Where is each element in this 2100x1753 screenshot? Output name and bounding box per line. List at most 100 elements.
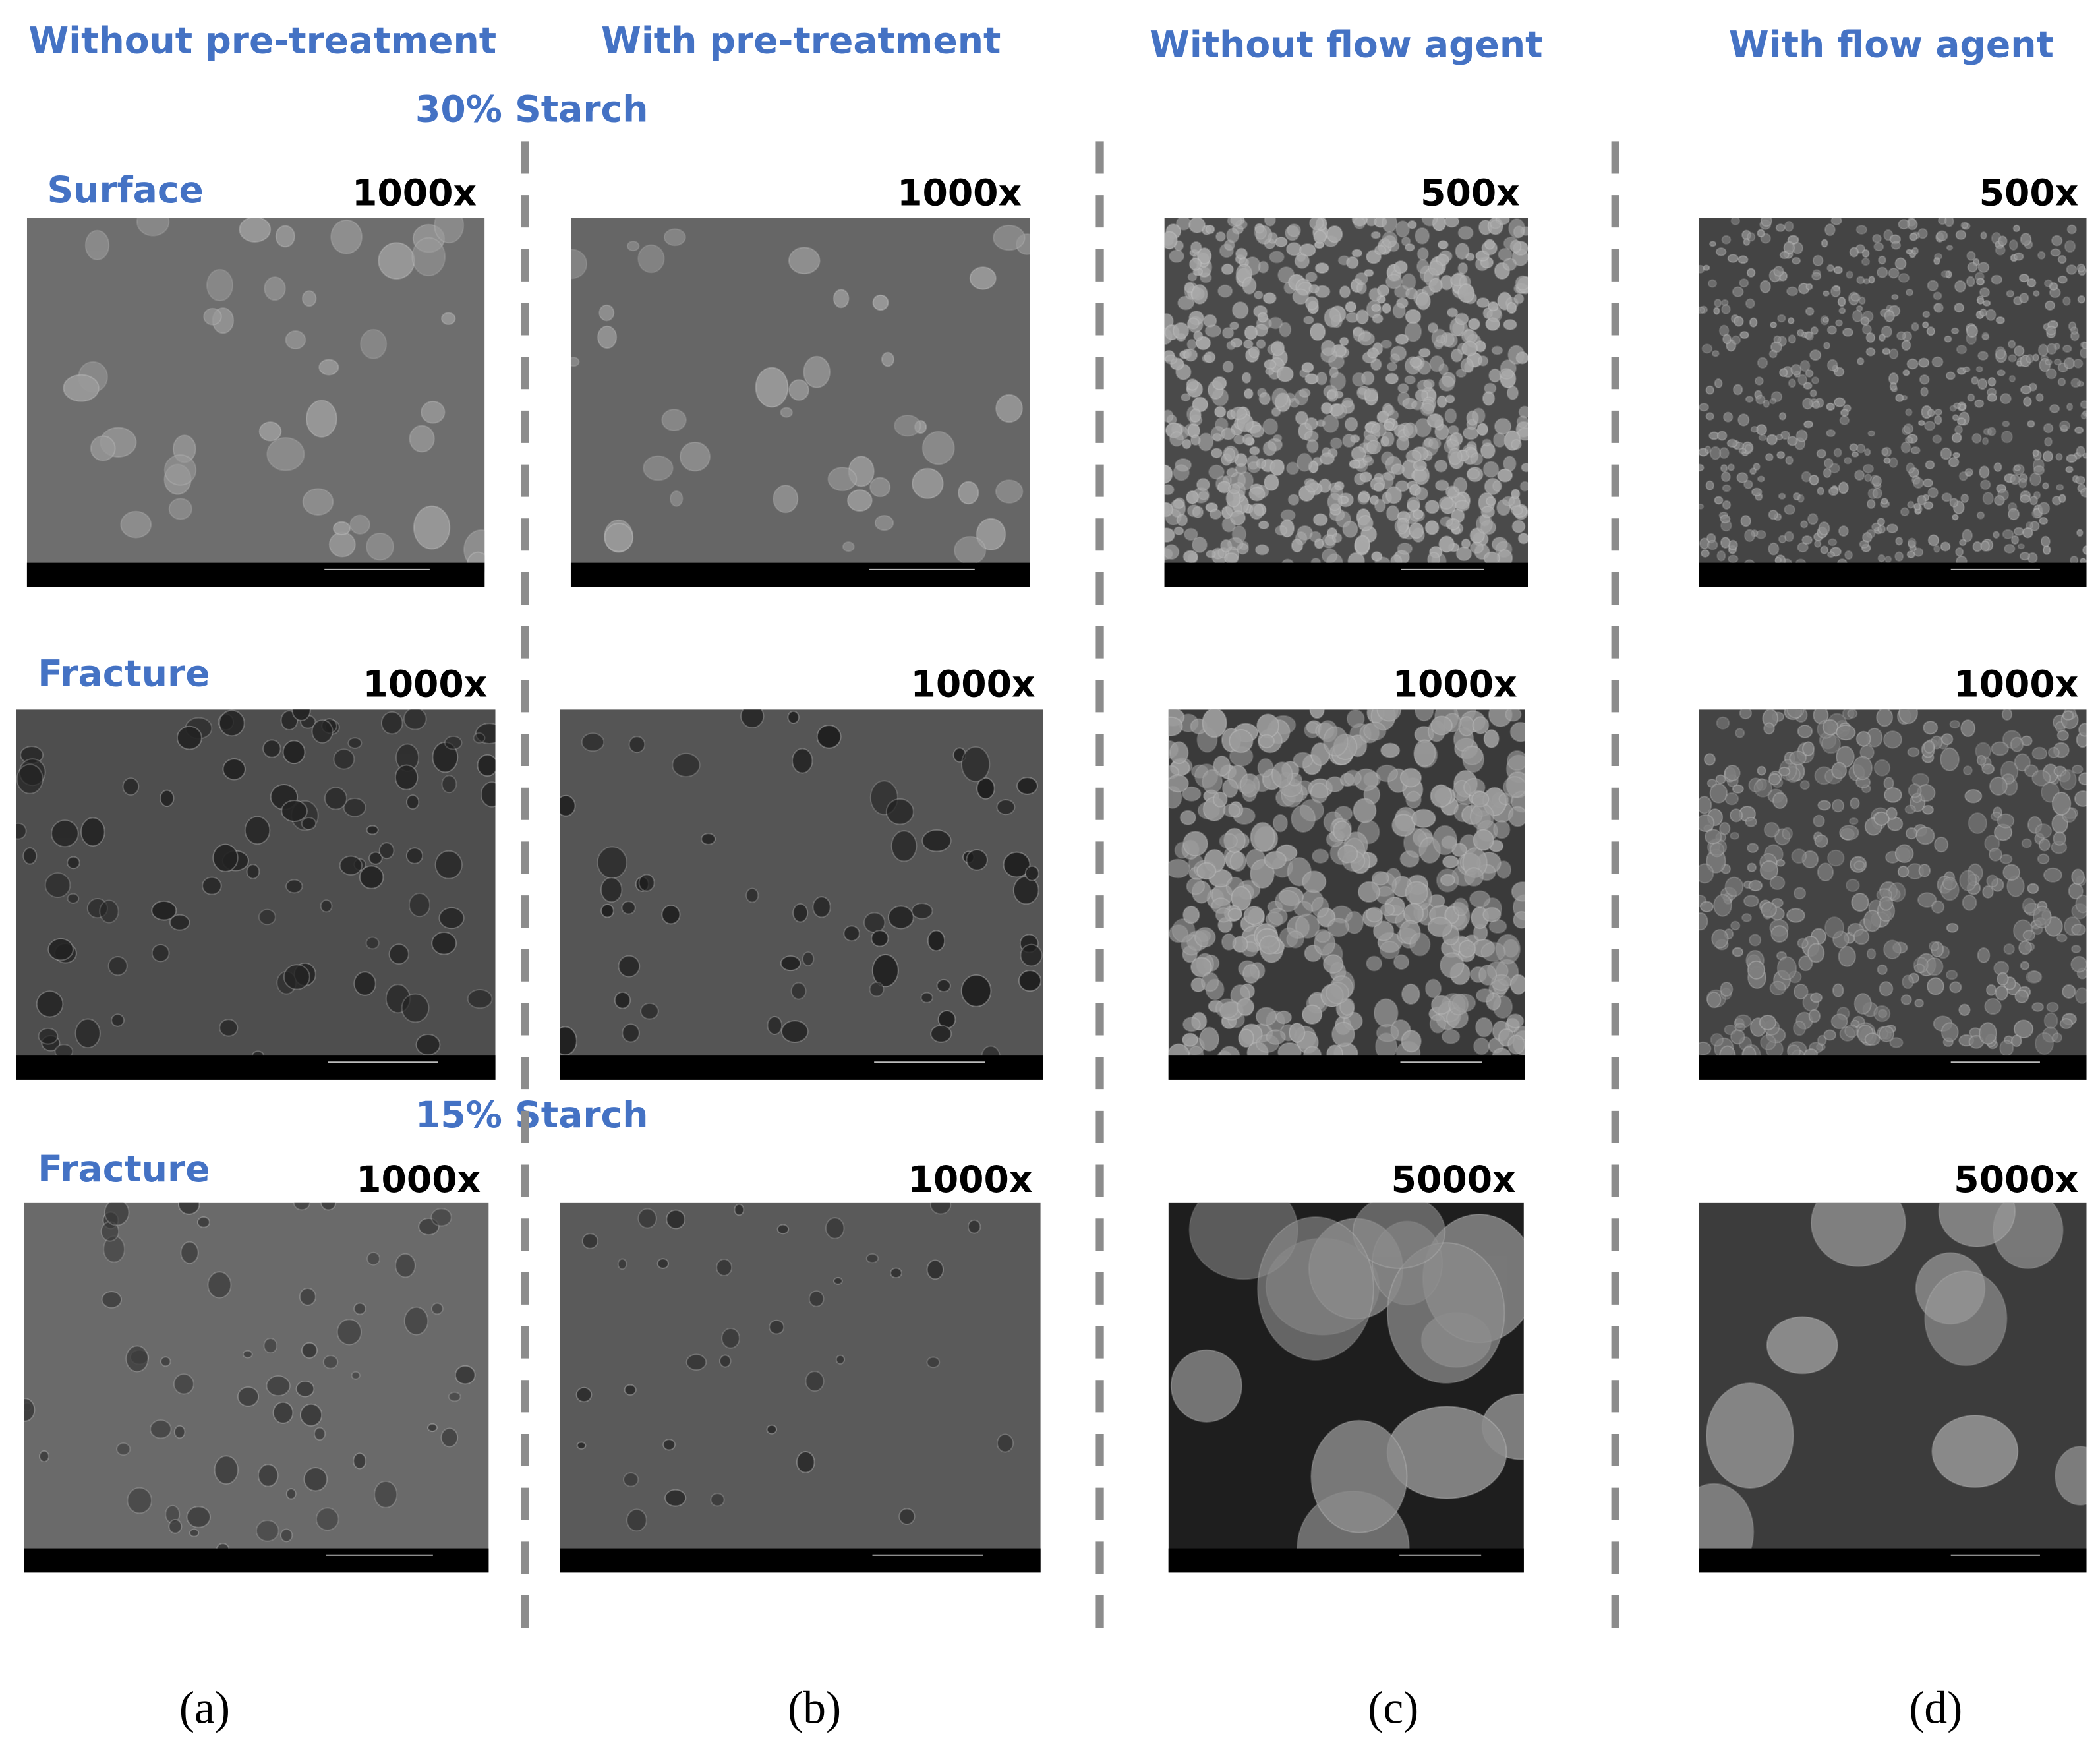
particle [1186, 317, 1200, 330]
particle [1900, 994, 1912, 1005]
particle [1711, 350, 1720, 357]
particle [1877, 525, 1886, 534]
particle [2057, 377, 2066, 386]
info-bar [570, 562, 1030, 587]
particle [176, 725, 202, 750]
particle [1769, 980, 1786, 995]
sem-texture [24, 1202, 489, 1573]
particle [1493, 820, 1511, 839]
particle [1826, 551, 1836, 558]
particle [1949, 405, 1957, 412]
particle [1933, 415, 1942, 425]
particle [1847, 709, 1858, 719]
particle [1778, 535, 1787, 544]
particle [180, 1241, 199, 1264]
particle [1326, 225, 1343, 243]
info-bar [24, 1548, 489, 1573]
particle [1979, 465, 1990, 479]
particle [1428, 278, 1443, 293]
particle [1401, 236, 1411, 247]
particle [1960, 719, 1976, 738]
particle [1704, 445, 1712, 454]
particle [570, 249, 588, 280]
particle [1823, 458, 1834, 469]
particle [1924, 421, 1936, 431]
particle [1747, 862, 1757, 872]
particle [1748, 879, 1763, 892]
particle [1391, 463, 1405, 475]
particle [1720, 982, 1734, 997]
particle [1942, 877, 1958, 891]
particle [656, 1258, 669, 1269]
particle [1889, 382, 1898, 391]
particle [1922, 804, 1934, 815]
particle [1812, 254, 1824, 267]
particle [2056, 730, 2070, 741]
particle [320, 899, 333, 913]
particle [1344, 417, 1358, 432]
particle [1342, 520, 1358, 538]
particle [2035, 823, 2053, 839]
particle [936, 978, 951, 993]
particle [47, 937, 74, 961]
particle [1828, 538, 1838, 547]
particle [1830, 285, 1841, 298]
particle [1188, 218, 1206, 233]
particle [1773, 266, 1784, 277]
particle [1312, 513, 1328, 527]
particle [378, 242, 415, 280]
particle [1380, 742, 1401, 758]
particle [1211, 376, 1227, 390]
particle [1179, 810, 1196, 825]
particle [80, 817, 105, 847]
particle [1904, 804, 1916, 814]
particle [1905, 827, 1918, 840]
column-title: With pre-treatment [601, 20, 1001, 62]
particle [1492, 432, 1507, 448]
particle [1521, 462, 1528, 473]
particle [258, 908, 276, 926]
particle [1981, 334, 1990, 341]
sem-texture [26, 218, 485, 587]
particle [1958, 471, 1968, 481]
particle [597, 325, 618, 349]
particle [2080, 347, 2087, 359]
particle [1248, 487, 1266, 502]
particle [664, 1489, 687, 1507]
particle [394, 764, 419, 790]
particle [1985, 984, 1997, 996]
particle [301, 817, 317, 831]
particle [1853, 860, 1865, 870]
particle [1469, 803, 1495, 831]
particle [1921, 321, 1929, 329]
particle [1257, 758, 1274, 778]
particle [84, 229, 110, 260]
particle [1770, 321, 1778, 329]
particle [1786, 286, 1799, 297]
particle [1817, 800, 1832, 811]
particle [863, 912, 886, 934]
particle [473, 732, 486, 744]
particle [1440, 516, 1453, 527]
particle [1741, 913, 1752, 922]
particle [1411, 808, 1436, 828]
particle [1997, 972, 2009, 986]
particle [1940, 733, 1954, 746]
particle [1337, 844, 1358, 864]
particle [600, 903, 614, 918]
particle [617, 1258, 627, 1270]
particle [1883, 939, 1902, 960]
particle [1312, 848, 1329, 864]
particle [921, 829, 952, 852]
particle [1737, 413, 1750, 427]
particle [1342, 433, 1356, 448]
particle [1405, 881, 1428, 905]
particle [1971, 432, 1982, 444]
particle [1865, 347, 1876, 357]
particle [2013, 465, 2021, 471]
particle [1713, 893, 1732, 917]
info-bar [16, 1055, 496, 1080]
particle [2064, 239, 2076, 253]
particle [44, 872, 71, 899]
particle [1391, 814, 1416, 837]
